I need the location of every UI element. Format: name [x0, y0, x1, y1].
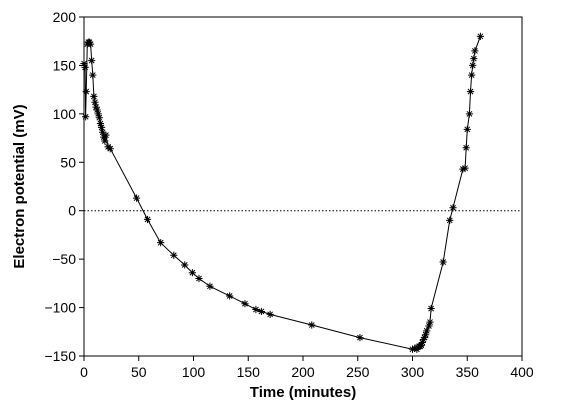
data-point: [94, 110, 102, 118]
data-point: [181, 261, 189, 269]
data-point: [226, 292, 234, 300]
plot-frame: [83, 16, 523, 357]
data-point: [418, 338, 426, 347]
data-point: [266, 310, 274, 318]
data-point: [423, 327, 431, 335]
data-point: [102, 131, 110, 139]
series-line: [83, 36, 481, 350]
data-point: [459, 165, 467, 173]
data-point: [466, 87, 475, 96]
axes: 0 50 100 150 200 250 300 350 400 −150 −100 −50 0 50 10…: [44, 9, 533, 380]
y-tick-label: −100: [44, 300, 76, 316]
y-tick-label: −50: [52, 251, 76, 267]
data-point: [132, 194, 141, 202]
data-point: [89, 71, 97, 79]
plot-area: [83, 16, 523, 357]
data-point: [82, 113, 90, 121]
y-tick-label: 0: [68, 203, 76, 219]
data-point: [99, 128, 107, 136]
x-tick-label: 0: [80, 364, 88, 380]
data-point: [92, 103, 100, 111]
data-point: [86, 40, 95, 48]
data-point: [188, 269, 197, 277]
data-point: [420, 333, 429, 342]
data-point: [308, 321, 316, 329]
x-tick-label: 200: [291, 364, 315, 380]
data-point: [101, 137, 109, 145]
data-point: [241, 300, 249, 308]
x-tick-label: 150: [237, 364, 261, 380]
data-point: [422, 331, 430, 339]
data-point: [463, 125, 471, 133]
data-point: [90, 92, 98, 101]
data-point: [143, 215, 152, 224]
y-tick-label: 50: [60, 154, 76, 170]
data-point: [413, 345, 421, 353]
data-point: [471, 47, 479, 55]
data-point: [195, 274, 203, 283]
y-tick-label: −150: [44, 348, 76, 364]
data-point: [106, 145, 114, 153]
data-point: [170, 251, 178, 259]
data-point: [465, 110, 474, 118]
y-tick-label: 200: [53, 9, 77, 25]
y-tick-label: 150: [53, 57, 77, 73]
data-point: [417, 341, 425, 349]
data-point: [419, 335, 428, 344]
y-tick-label: 100: [53, 106, 77, 122]
x-tick-label: 300: [401, 364, 425, 380]
data-point: [461, 164, 469, 172]
data-point: [476, 32, 484, 40]
data-point: [427, 304, 435, 313]
x-tick-label: 50: [131, 364, 147, 380]
data-point: [426, 318, 434, 326]
data-point: [95, 114, 103, 122]
data-point: [91, 98, 99, 106]
data-point: [80, 59, 88, 68]
data-point: [96, 119, 105, 128]
data-point: [408, 345, 417, 353]
data-point: [82, 87, 90, 96]
x-tick-label: 400: [510, 364, 534, 380]
data-point: [356, 333, 364, 342]
data-point: [425, 322, 433, 330]
data-point: [252, 305, 260, 314]
data-point: [469, 61, 477, 70]
y-axis-label: Electron potential (mV): [11, 104, 28, 268]
data-point: [411, 344, 419, 352]
data-point: [257, 307, 265, 316]
data-point: [93, 106, 101, 114]
data-point: [85, 38, 94, 46]
data-point: [206, 282, 214, 290]
data-point: [157, 239, 165, 247]
data-point: [446, 216, 454, 224]
x-tick-label: 350: [456, 364, 480, 380]
data-point: [449, 204, 457, 212]
x-tick-label: 250: [346, 364, 370, 380]
series-group: [80, 32, 484, 353]
x-axis-label: Time (minutes): [250, 384, 356, 401]
data-point: [470, 55, 478, 63]
data-point: [88, 56, 96, 65]
data-point: [97, 123, 106, 132]
data-point: [462, 144, 470, 152]
data-point: [468, 71, 476, 79]
data-point: [81, 63, 89, 71]
x-tick-label: 100: [182, 364, 206, 380]
data-point: [439, 258, 447, 266]
